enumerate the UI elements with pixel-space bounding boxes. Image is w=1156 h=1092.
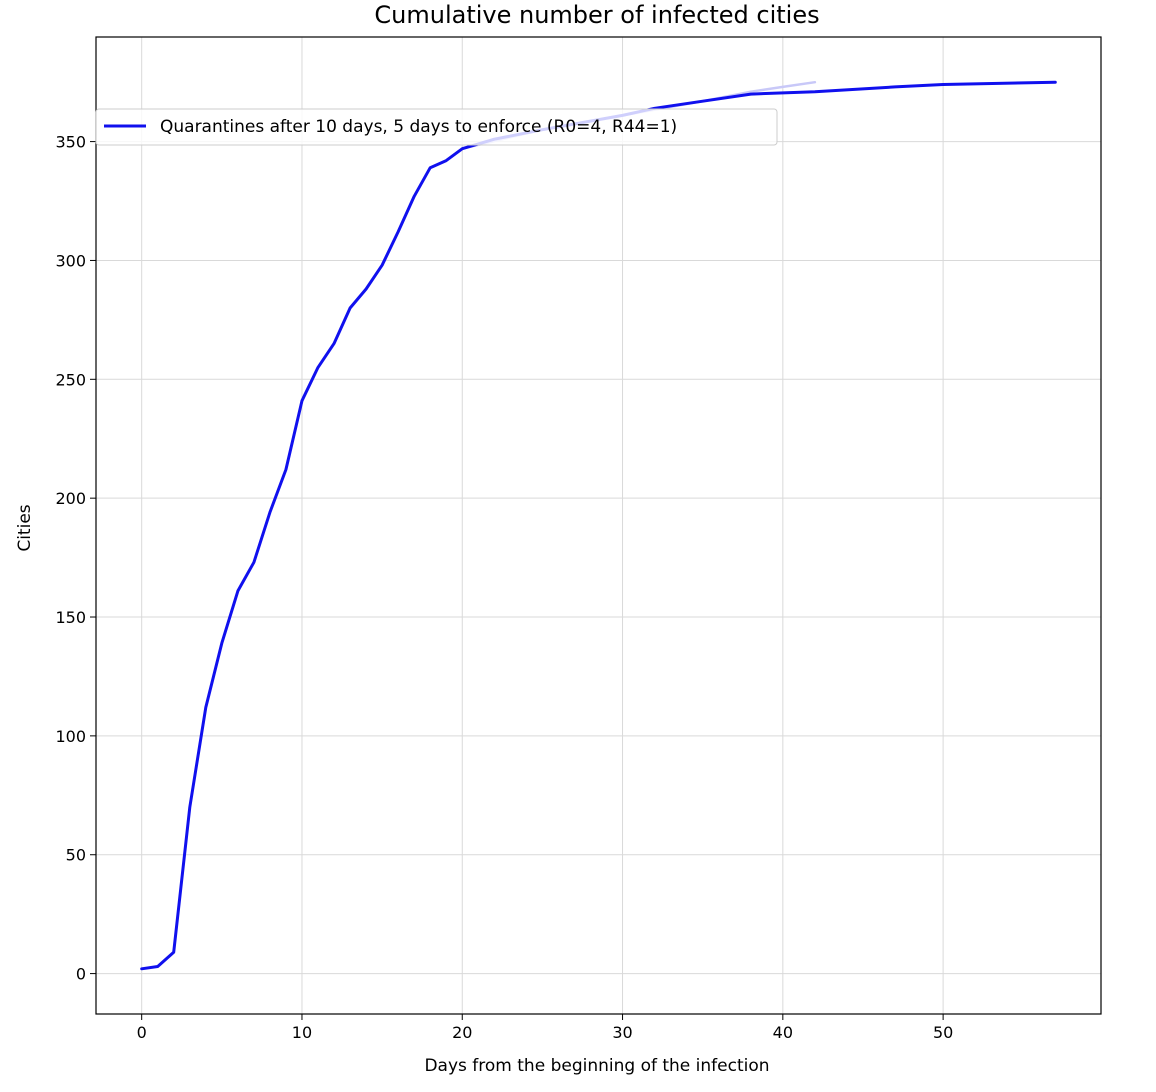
plot-frame <box>95 36 1102 1015</box>
x-axis-label: Days from the beginning of the infection <box>424 1056 769 1076</box>
y-tick-label: 300 <box>55 251 86 270</box>
x-tick-label: 30 <box>612 1023 632 1042</box>
x-tick-label: 10 <box>292 1023 312 1042</box>
x-tick-label: 20 <box>452 1023 472 1042</box>
y-tick-label: 0 <box>76 965 86 984</box>
series-layer <box>140 80 1057 971</box>
ticks: 0 10 20 30 40 50 0 50 100 150 200 250 300 350 <box>55 133 953 1042</box>
legend: Quarantines after 10 days, 5 days to enf… <box>95 108 778 146</box>
y-tick-label: 50 <box>66 846 86 865</box>
legend-box <box>95 108 778 146</box>
y-tick-label: 250 <box>55 370 86 389</box>
y-tick-label: 150 <box>55 608 86 627</box>
x-tick-label: 50 <box>933 1023 953 1042</box>
series-line-quarantines <box>140 80 1057 971</box>
x-tick-label: 0 <box>137 1023 147 1042</box>
y-tick-label: 200 <box>55 489 86 508</box>
y-tick-label: 100 <box>55 727 86 746</box>
legend-entry-label: Quarantines after 10 days, 5 days to enf… <box>160 117 677 137</box>
x-tick-label: 40 <box>773 1023 793 1042</box>
y-axis-label: Cities <box>15 504 35 551</box>
chart-title: Cumulative number of infected cities <box>374 1 819 29</box>
grid <box>96 37 1101 1014</box>
y-tick-label: 350 <box>55 133 86 152</box>
